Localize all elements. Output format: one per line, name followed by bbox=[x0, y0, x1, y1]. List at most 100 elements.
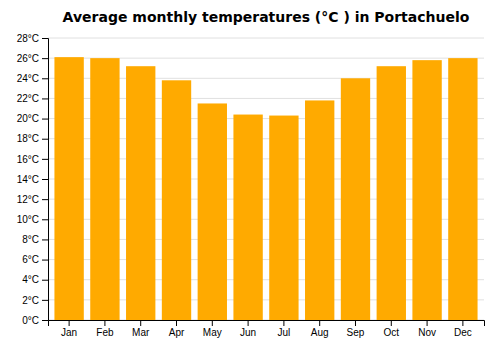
tick-mark bbox=[42, 159, 48, 160]
tick-mark bbox=[42, 260, 48, 261]
tick-label: 28°C bbox=[17, 33, 39, 44]
tick-label: Oct bbox=[384, 327, 400, 338]
tick-label: 20°C bbox=[17, 113, 39, 124]
tick-label: Dec bbox=[454, 327, 472, 338]
tick-mark bbox=[42, 239, 48, 240]
tick-mark bbox=[42, 139, 48, 140]
tick-label: 22°C bbox=[17, 93, 39, 104]
tick-label: May bbox=[203, 327, 222, 338]
plot-area: 0°C 2°C 4°C 6°C 8°C 10°C 12°C 14°C 16°C 18°C 20°C 2… bbox=[17, 33, 485, 338]
tick: 24°C bbox=[17, 73, 48, 84]
bar bbox=[233, 115, 262, 320]
tick-mark bbox=[212, 320, 213, 326]
bar bbox=[126, 66, 155, 320]
tick-mark bbox=[427, 320, 428, 326]
tick-mark bbox=[319, 320, 320, 326]
tick-label: 8°C bbox=[22, 234, 39, 245]
y-axis: 0°C 2°C 4°C 6°C 8°C 10°C 12°C 14°C 16°C 18°C 20°C 2… bbox=[17, 33, 49, 326]
tick-mark bbox=[248, 320, 249, 326]
tick-mark bbox=[69, 320, 70, 326]
tick-label: 4°C bbox=[22, 274, 39, 285]
tick-mark bbox=[462, 320, 463, 326]
bar bbox=[162, 80, 191, 320]
tick-label: 18°C bbox=[17, 133, 39, 144]
tick: Apr bbox=[169, 320, 185, 338]
tick: 8°C bbox=[22, 234, 48, 245]
tick: 2°C bbox=[22, 295, 48, 306]
tick-label: 0°C bbox=[22, 315, 39, 326]
tick-label: Mar bbox=[132, 327, 150, 338]
tick-mark bbox=[42, 98, 48, 99]
bar bbox=[198, 103, 227, 320]
title: Average monthly temperatures (°C ) in Po… bbox=[63, 9, 470, 25]
tick-mark bbox=[283, 320, 284, 326]
tick: 16°C bbox=[17, 154, 48, 165]
tick-label: 6°C bbox=[22, 254, 39, 265]
tick-label: 12°C bbox=[17, 194, 39, 205]
tick-label: 14°C bbox=[17, 174, 39, 185]
tick: Nov bbox=[418, 320, 436, 338]
tick-mark bbox=[104, 320, 105, 326]
tick: 20°C bbox=[17, 113, 48, 124]
tick-mark bbox=[42, 320, 48, 321]
bar bbox=[448, 58, 477, 320]
axis-line bbox=[49, 321, 485, 327]
tick-label: 10°C bbox=[17, 214, 39, 225]
tick: 6°C bbox=[22, 254, 48, 265]
tick-label: 16°C bbox=[17, 154, 39, 165]
tick-label: 2°C bbox=[22, 295, 39, 306]
bar bbox=[377, 66, 406, 320]
tick-mark bbox=[42, 199, 48, 200]
x-axis: Jan Feb Mar Apr May Jun Jul Aug Sep Oct Nov Dec bbox=[49, 320, 485, 338]
tick: May bbox=[203, 320, 222, 338]
tick-mark bbox=[42, 78, 48, 79]
tick: Jul bbox=[277, 320, 290, 338]
tick: Jan bbox=[61, 320, 77, 338]
tick-label: Feb bbox=[96, 327, 114, 338]
tick: 18°C bbox=[17, 133, 48, 144]
tick-mark bbox=[42, 300, 48, 301]
tick-label: Apr bbox=[169, 327, 185, 338]
tick-label: Aug bbox=[311, 327, 329, 338]
tick-label: Sep bbox=[347, 327, 365, 338]
tick: Jun bbox=[240, 320, 256, 338]
tick: 10°C bbox=[17, 214, 48, 225]
bar bbox=[269, 116, 298, 320]
tick-mark bbox=[355, 320, 356, 326]
tick-mark bbox=[140, 320, 141, 326]
bar bbox=[341, 78, 370, 320]
tick-label: Jan bbox=[61, 327, 77, 338]
bar bbox=[54, 57, 83, 320]
bar bbox=[305, 100, 334, 320]
tick: 4°C bbox=[22, 274, 48, 285]
tick: Feb bbox=[96, 320, 114, 338]
tick-mark bbox=[42, 38, 48, 39]
tick-mark bbox=[391, 320, 392, 326]
bar bbox=[90, 58, 119, 320]
tick-mark bbox=[42, 119, 48, 120]
tick-mark bbox=[42, 219, 48, 220]
tick-mark bbox=[42, 280, 48, 281]
tick-label: 26°C bbox=[17, 53, 39, 64]
tick-mark bbox=[176, 320, 177, 326]
tick: Aug bbox=[311, 320, 329, 338]
tick-label: Nov bbox=[418, 327, 436, 338]
tick-mark bbox=[42, 179, 48, 180]
tick: 26°C bbox=[17, 53, 48, 64]
tick: Mar bbox=[132, 320, 150, 338]
bars bbox=[54, 57, 477, 320]
tick: 12°C bbox=[17, 194, 48, 205]
grid bbox=[48, 38, 484, 320]
tick: 0°C bbox=[22, 315, 48, 326]
tick-label: Jun bbox=[240, 327, 256, 338]
tick: 22°C bbox=[17, 93, 48, 104]
tick-mark bbox=[42, 58, 48, 59]
grid-line bbox=[48, 38, 484, 39]
tick: Sep bbox=[347, 320, 365, 338]
bar bbox=[412, 60, 441, 320]
chart: 0°C 2°C 4°C 6°C 8°C 10°C 12°C 14°C 16°C 18°C 20°C 2… bbox=[0, 0, 500, 350]
tick: Oct bbox=[384, 320, 400, 338]
tick: Dec bbox=[454, 320, 472, 338]
tick-label: 24°C bbox=[17, 73, 39, 84]
axis-line bbox=[42, 39, 49, 321]
